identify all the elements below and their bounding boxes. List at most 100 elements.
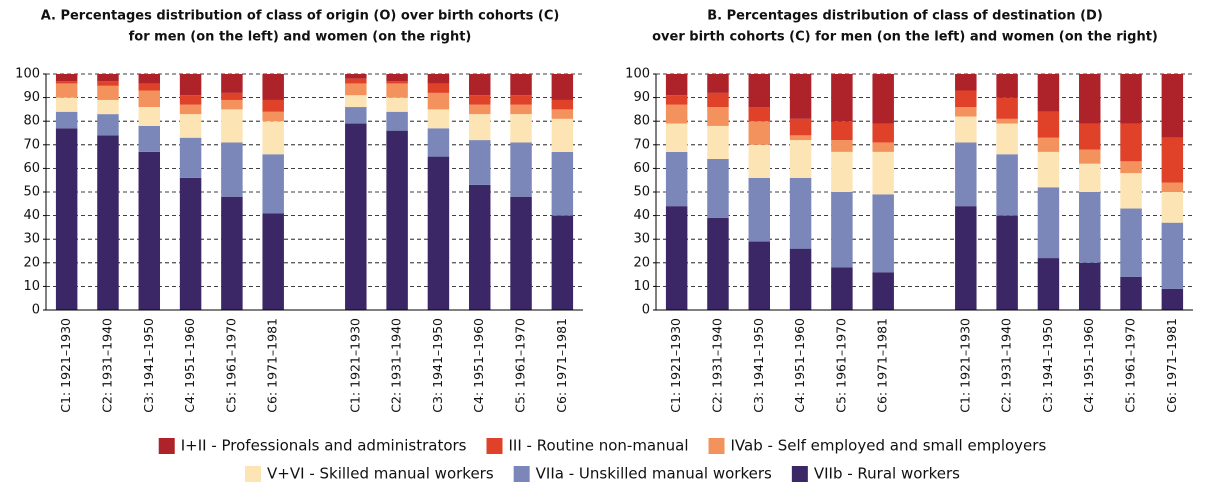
legend-label: IVab - Self employed and small employers	[731, 437, 1047, 455]
bar-segment	[831, 140, 853, 152]
bar-segment	[138, 107, 161, 126]
x-tick-label: C3: 1941–1950	[1040, 318, 1055, 413]
bar-segment	[1078, 163, 1101, 192]
bar-segment	[262, 121, 284, 155]
bar-segment	[55, 97, 78, 112]
bar-segment	[955, 90, 977, 108]
legend-label: I+II - Professionals and administrators	[181, 437, 467, 455]
chart-title: B. Percentages distribution of class of …	[707, 9, 1103, 24]
bar-segment	[345, 95, 367, 108]
x-tick-label: C5: 1961–1970	[223, 318, 238, 413]
bar-segment	[179, 177, 202, 310]
x-tick-label: C1: 1921–1930	[668, 318, 683, 413]
x-tick-label: C3: 1941–1950	[430, 318, 445, 413]
bar-segment	[179, 114, 202, 138]
y-tick-label: 70	[23, 137, 40, 152]
bar-segment	[262, 154, 284, 214]
bar-segment	[665, 104, 688, 124]
bar-segment	[97, 85, 119, 100]
y-tick-label: 10	[633, 279, 650, 294]
bar-segment	[955, 74, 977, 91]
bar-segment	[872, 151, 894, 195]
bar-segment	[1037, 151, 1060, 188]
bar-segment	[996, 97, 1018, 119]
x-tick-label: C6: 1971–1981	[875, 318, 890, 413]
y-tick-label: 0	[32, 303, 40, 318]
y-tick-label: 60	[23, 161, 40, 176]
bar-segment	[345, 123, 367, 310]
bar-segment	[1120, 173, 1142, 209]
bar-segment	[996, 215, 1018, 310]
bar-segment	[138, 151, 161, 310]
legend-swatch	[791, 466, 808, 482]
bar-segment	[427, 156, 450, 310]
bar-segment	[831, 121, 853, 141]
x-tick-label: C6: 1971–1981	[1164, 318, 1179, 413]
legend-row: V+VI - Skilled manual workers VIIa - Unsk…	[245, 465, 960, 483]
bar-segment	[1037, 74, 1060, 112]
bar-segment	[551, 151, 574, 216]
y-tick-label: 90	[633, 90, 650, 105]
bar-segment	[386, 97, 408, 112]
bar-segment	[1120, 208, 1142, 277]
bar-segment	[789, 118, 812, 136]
y-tick-label: 80	[23, 114, 40, 129]
bar-segment	[1161, 74, 1184, 138]
legend-label: VIIa - Unskilled manual workers	[536, 465, 772, 483]
x-tick-label: C3: 1941–1950	[141, 318, 156, 413]
bar-segment	[1120, 123, 1142, 162]
bar-segment	[97, 114, 119, 136]
bar-segment	[872, 142, 894, 152]
y-tick-label: 50	[23, 185, 40, 200]
chart-title: A. Percentages distribution of class of …	[41, 9, 560, 24]
x-tick-label: C2: 1931–1940	[99, 318, 114, 413]
y-tick-label: 100	[625, 67, 650, 82]
bar-segment	[1078, 149, 1101, 164]
y-tick-label: 30	[633, 232, 650, 247]
bar-segment	[955, 142, 977, 207]
bar-segment	[551, 109, 574, 119]
bar-segment	[55, 111, 78, 129]
y-tick-label: 80	[633, 114, 650, 129]
bar-segment	[345, 74, 367, 79]
chart-title: over birth cohorts (C) for men (on the l…	[652, 30, 1158, 45]
bar-segment	[1078, 262, 1101, 310]
bar-segment	[1120, 74, 1142, 124]
bar-segment	[707, 74, 729, 93]
bar-segment	[707, 92, 729, 108]
bar-segment	[1120, 276, 1142, 310]
y-tick-label: 40	[23, 208, 40, 223]
bar-segment	[748, 241, 771, 310]
bar-segment	[1161, 222, 1184, 289]
x-tick-label: C5: 1961–1970	[1123, 318, 1138, 413]
bar-segment	[1161, 288, 1184, 310]
bar-segment	[427, 109, 450, 129]
bar-segment	[665, 123, 688, 152]
bar-segment	[551, 215, 574, 310]
bar-segment	[665, 95, 688, 105]
bar-segment	[872, 123, 894, 143]
bar-segment	[510, 196, 532, 310]
chart-title: for men (on the left) and women (on the …	[129, 30, 472, 45]
bar-segment	[707, 125, 729, 159]
bar-segment	[1037, 258, 1060, 310]
bar-segment	[510, 95, 532, 105]
bar-segment	[1161, 182, 1184, 192]
bar-segment	[707, 217, 729, 310]
bar-segment	[221, 142, 243, 197]
bar-segment	[789, 248, 812, 310]
bar-segment	[1037, 111, 1060, 138]
bar-segment	[179, 137, 202, 178]
bar-segment	[872, 194, 894, 273]
y-tick-label: 70	[633, 137, 650, 152]
bar-segment	[386, 81, 408, 84]
bar-segment	[221, 99, 243, 110]
bar-segment	[138, 125, 161, 152]
x-tick-label: C3: 1941–1950	[751, 318, 766, 413]
x-tick-label: C6: 1971–1981	[554, 318, 569, 413]
legend-swatch	[245, 466, 262, 482]
bar-segment	[551, 74, 574, 100]
bar-segment	[665, 74, 688, 96]
y-tick-label: 10	[23, 279, 40, 294]
bar-segment	[789, 140, 812, 178]
